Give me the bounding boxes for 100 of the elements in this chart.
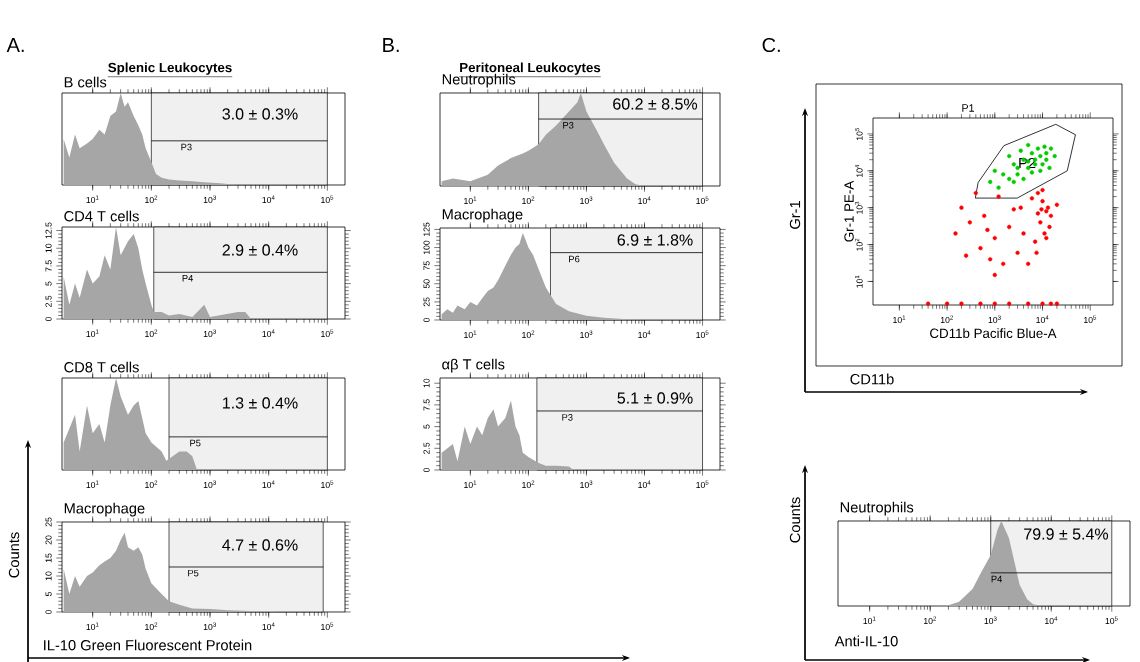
chart-title: Macrophage bbox=[442, 208, 523, 223]
y-tick-label: 7.5 bbox=[45, 260, 52, 272]
band-label: P5 bbox=[188, 569, 199, 577]
y-tick-label: 12.5 bbox=[45, 222, 52, 239]
chart-title: B cells bbox=[64, 76, 107, 88]
y-axis-title: Counts bbox=[789, 497, 801, 543]
y-tick-label: 10 bbox=[45, 243, 52, 253]
y-tick-label: 0 bbox=[423, 467, 430, 473]
annotation: 1.3 ± 0.4% bbox=[223, 397, 298, 409]
x-tick-label: 10$^{5}$ bbox=[696, 480, 709, 489]
x-tick-label: 10$^{4}$ bbox=[262, 622, 275, 631]
x-tick-label: 10$^{1}$ bbox=[464, 480, 477, 489]
text: CD11b bbox=[850, 373, 894, 385]
x-tick-label: 10$^{1}$ bbox=[464, 330, 477, 339]
y-tick-label: 75 bbox=[423, 261, 430, 271]
annotation: 6.9 ± 1.8% bbox=[617, 234, 693, 246]
text: Gr-1 bbox=[789, 201, 801, 229]
band-label: P4 bbox=[991, 575, 1003, 583]
band-label: P3 bbox=[563, 121, 574, 129]
x-tick-label: 10$^{1}$ bbox=[86, 622, 99, 631]
y-tick-label: 5 bbox=[45, 591, 52, 597]
x-tick-label: 10$^{3}$ bbox=[988, 315, 1001, 324]
x-tick-label: 10$^{2}$ bbox=[522, 330, 535, 339]
x-tick-label: 10$^{4}$ bbox=[262, 329, 275, 338]
x-tick-label: 10$^{2}$ bbox=[145, 480, 158, 489]
x-tick-label: 10$^{4}$ bbox=[262, 195, 275, 204]
x-tick-label: 10$^{5}$ bbox=[321, 329, 334, 338]
y-tick-label: 2.5 bbox=[45, 295, 52, 307]
band-label: P5 bbox=[190, 439, 201, 447]
annotation: 3.0 ± 0.3% bbox=[222, 108, 298, 120]
x-tick-label: 10$^{5}$ bbox=[321, 480, 334, 489]
x-tick-label: 10$^{1}$ bbox=[86, 195, 99, 204]
y-tick-label: 20 bbox=[45, 535, 52, 545]
band-label: P6 bbox=[569, 255, 580, 263]
x-tick-label: 10$^{5}$ bbox=[696, 196, 709, 205]
y-axis-title: Gr-1 PE-A bbox=[844, 180, 854, 242]
chart-title: Neutrophils bbox=[442, 73, 516, 88]
x-tick-label: 10$^{2}$ bbox=[145, 622, 158, 631]
x-tick-label: 10$^{2}$ bbox=[924, 616, 937, 625]
y-tick-label: 7.5 bbox=[423, 399, 430, 411]
text: A. bbox=[6, 38, 24, 52]
y-tick-label: 0 bbox=[45, 609, 52, 615]
x-tick-label: 10$^{3}$ bbox=[203, 622, 216, 631]
y-tick-label: 25 bbox=[423, 297, 430, 307]
band-label: P3 bbox=[181, 143, 192, 151]
annotation: 79.9 ± 5.4% bbox=[1024, 528, 1109, 540]
x-tick-label: 10$^{3}$ bbox=[580, 196, 593, 205]
y-tick-label: 10 bbox=[423, 378, 430, 388]
x-tick-label: 10$^{5}$ bbox=[321, 195, 334, 204]
x-axis-title: IL-10 Green Fluorescent Protein bbox=[44, 639, 252, 651]
x-tick-label: 10$^{4}$ bbox=[1036, 315, 1049, 324]
x-axis-title: Anti-IL-10 bbox=[834, 635, 898, 647]
x-tick-label: 10$^{2}$ bbox=[522, 196, 535, 205]
y-tick-label: 125 bbox=[423, 222, 430, 237]
x-tick-label: 10$^{1}$ bbox=[86, 480, 99, 489]
y-tick-label: 10$^{1}$ bbox=[854, 275, 863, 288]
x-axis-title: CD11b Pacific Blue-A bbox=[930, 328, 1057, 339]
y-tick-label: 15 bbox=[45, 553, 52, 563]
y-tick-label: 5 bbox=[423, 424, 430, 429]
x-tick-label: 10$^{3}$ bbox=[203, 329, 216, 338]
x-tick-label: 10$^{2}$ bbox=[522, 480, 535, 489]
x-tick-label: 10$^{2}$ bbox=[145, 195, 158, 204]
x-tick-label: 10$^{1}$ bbox=[464, 196, 477, 205]
x-tick-label: 10$^{1}$ bbox=[863, 616, 876, 625]
x-tick-label: 10$^{3}$ bbox=[580, 330, 593, 339]
text: B. bbox=[383, 38, 399, 52]
x-tick-label: 10$^{3}$ bbox=[984, 616, 997, 625]
y-axis-title: Counts bbox=[8, 532, 20, 578]
x-tick-label: 10$^{2}$ bbox=[940, 315, 953, 324]
chart-title: Macrophage bbox=[64, 502, 145, 517]
x-tick-label: 10$^{5}$ bbox=[321, 622, 334, 631]
y-tick-label: 25 bbox=[45, 517, 52, 527]
x-tick-label: 10$^{4}$ bbox=[1045, 616, 1058, 625]
x-tick-label: 10$^{5}$ bbox=[1105, 616, 1118, 625]
annotation: 4.7 ± 0.6% bbox=[222, 539, 298, 551]
band-label: P4 bbox=[182, 275, 194, 282]
y-tick-label: 0 bbox=[45, 316, 52, 322]
x-tick-label: 10$^{4}$ bbox=[262, 480, 275, 489]
x-tick-label: 10$^{5}$ bbox=[696, 330, 709, 339]
annotation: 5.1 ± 0.9% bbox=[617, 392, 693, 404]
annotation: 60.2 ± 8.5% bbox=[613, 98, 698, 110]
x-tick-label: 10$^{1}$ bbox=[86, 329, 99, 338]
chart-title: αβ T cells bbox=[442, 358, 505, 373]
x-tick-label: 10$^{3}$ bbox=[580, 480, 593, 489]
chart-title: CD8 T cells bbox=[64, 361, 139, 373]
band-label: P3 bbox=[562, 414, 573, 421]
y-tick-label: 10$^{4}$ bbox=[854, 164, 863, 177]
x-tick-label: 10$^{3}$ bbox=[203, 195, 216, 204]
chart-title: CD4 T cells bbox=[64, 210, 139, 222]
x-tick-label: 10$^{1}$ bbox=[893, 315, 906, 324]
text: P1 bbox=[962, 104, 974, 112]
x-tick-label: 10$^{2}$ bbox=[145, 329, 158, 338]
text: Peritoneal Leukocytes bbox=[460, 62, 601, 75]
x-tick-label: 10$^{5}$ bbox=[1084, 315, 1097, 324]
x-tick-label: 10$^{4}$ bbox=[638, 196, 651, 205]
x-tick-label: 10$^{3}$ bbox=[203, 480, 216, 489]
text: Splenic Leukocytes bbox=[108, 62, 232, 75]
y-tick-label: 10$^{5}$ bbox=[854, 128, 863, 141]
y-tick-label: 2.5 bbox=[423, 442, 430, 454]
text: C. bbox=[762, 37, 780, 53]
